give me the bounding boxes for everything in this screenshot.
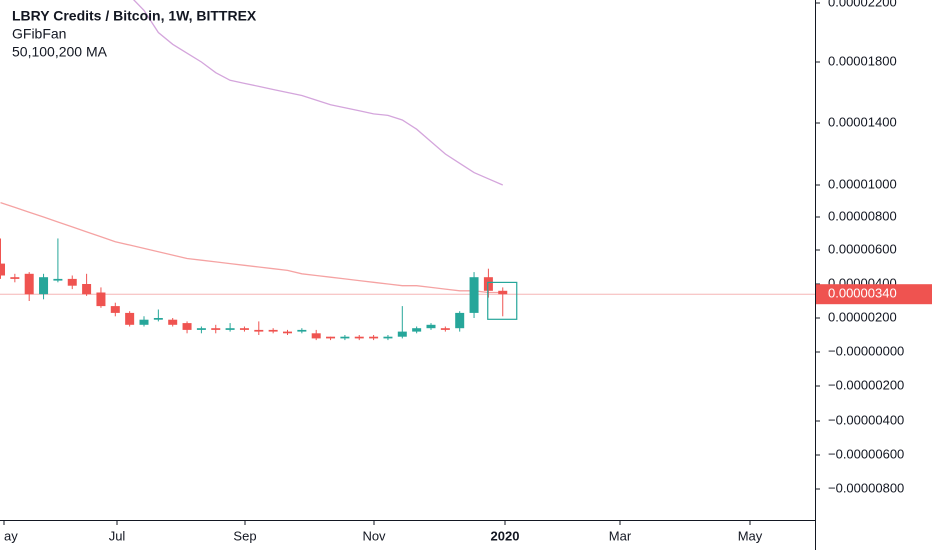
y-tick-label: 0.00002200: [828, 0, 897, 9]
chart-title: LBRY Credits / Bitcoin, 1W, BITTREX: [12, 8, 257, 24]
candle-body: [311, 333, 321, 339]
candle-body: [426, 324, 436, 329]
candle-body: [383, 336, 393, 339]
selection-box: [487, 281, 518, 320]
x-tick-label: Jul: [109, 528, 126, 543]
candle-body: [326, 336, 336, 339]
candle-body: [182, 323, 192, 330]
candle-body: [469, 277, 479, 313]
candle-body: [24, 273, 34, 295]
candle-body: [39, 277, 49, 295]
candle-body: [498, 290, 508, 295]
y-tick-label: 0.00000600: [828, 241, 897, 256]
candle-body: [440, 328, 450, 330]
x-tick-label: Mar: [609, 528, 632, 543]
y-tick-label: 0.00000200: [828, 309, 897, 324]
candle-body: [268, 329, 278, 332]
last-price-label: 0.00000340: [828, 286, 897, 301]
moving-average: [0, 201, 503, 294]
candle-body: [53, 278, 63, 281]
candle-body: [412, 328, 422, 332]
candle-body: [211, 328, 221, 330]
candle-body: [168, 319, 178, 325]
candle-body: [239, 328, 249, 330]
candle-body: [82, 284, 92, 295]
moving-average: [132, 0, 504, 186]
candle-body: [354, 336, 364, 339]
candle-body: [139, 319, 149, 325]
candle-body: [340, 336, 350, 339]
x-tick-label: ay: [4, 528, 18, 543]
candle-body: [125, 312, 135, 325]
y-tick-label: 0.00001400: [828, 114, 897, 129]
last-price-tag: [816, 284, 932, 305]
x-tick-label: 2020: [491, 528, 520, 543]
y-tick-label: −0.00000400: [828, 412, 904, 427]
y-tick-label: −0.00000000: [828, 343, 904, 358]
y-tick-label: 0.00000800: [828, 208, 897, 223]
y-tick-label: 0.00001000: [828, 176, 897, 191]
candle-body: [110, 306, 120, 313]
subtitle: GFibFan: [12, 26, 66, 42]
candle-body: [10, 277, 20, 279]
y-tick-label: −0.00000800: [828, 480, 904, 495]
candle-body: [397, 331, 407, 337]
y-tick-label: −0.00000600: [828, 446, 904, 461]
y-tick-label: −0.00000200: [828, 377, 904, 392]
x-tick-label: Nov: [362, 528, 386, 543]
candle-body: [96, 292, 106, 307]
x-tick-label: May: [738, 528, 763, 543]
candle-body: [153, 318, 163, 320]
candle-body: [369, 336, 379, 339]
indicator-label: 50,100,200 MA: [12, 44, 108, 60]
x-tick-label: Sep: [233, 528, 256, 543]
candle-body: [225, 328, 235, 330]
candle-body: [283, 331, 292, 334]
candle-body: [0, 263, 5, 276]
candle-body: [455, 312, 465, 329]
candle-body: [196, 328, 206, 330]
candle-body: [67, 278, 77, 286]
y-tick-label: 0.00001800: [828, 53, 897, 68]
plot: [0, 0, 815, 341]
candle-body: [297, 329, 307, 332]
candle-body: [483, 277, 493, 291]
candle-body: [254, 329, 264, 332]
